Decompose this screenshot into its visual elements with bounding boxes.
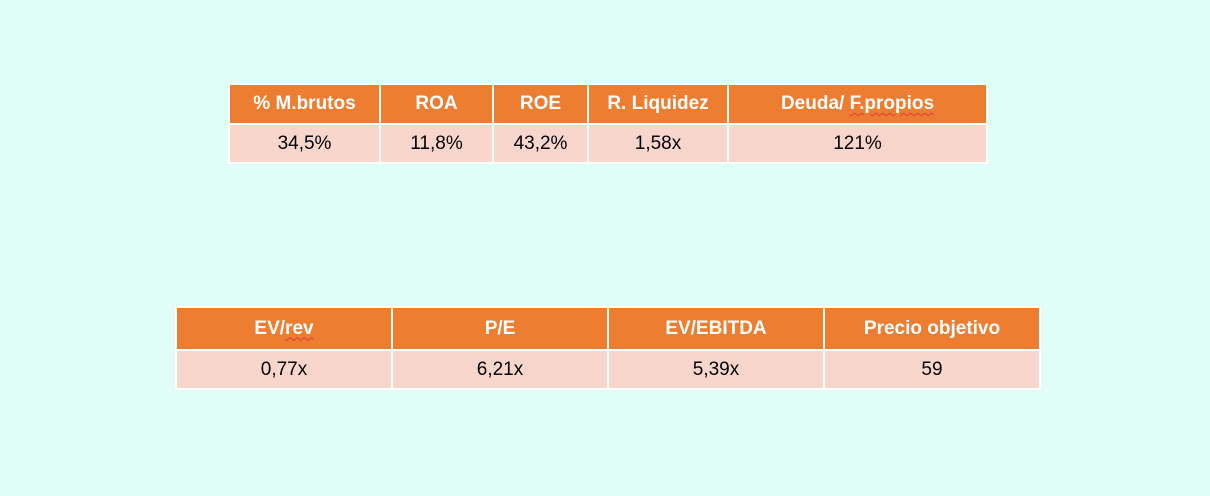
value-precio-objetivo: 59 — [823, 349, 1041, 390]
header-roa: ROA — [379, 83, 494, 125]
value-pe: 6,21x — [391, 349, 609, 390]
ratios-header-row: % M.brutos ROA ROE R. Liquidez Deuda/ F.… — [228, 83, 988, 125]
header-roe: ROE — [492, 83, 589, 125]
header-margen-bruto: % M.brutos — [228, 83, 381, 125]
value-ev-rev: 0,77x — [175, 349, 393, 390]
valuation-value-row: 0,77x 6,21x 5,39x 59 — [175, 349, 1041, 390]
valuation-table: EV/rev P/E EV/EBITDA Precio objetivo 0,7… — [175, 306, 1041, 390]
ratios-table: % M.brutos ROA ROE R. Liquidez Deuda/ F.… — [228, 83, 988, 164]
value-ratio-liquidez: 1,58x — [587, 123, 729, 164]
header-ev-rev: EV/rev — [175, 306, 393, 351]
valuation-header-row: EV/rev P/E EV/EBITDA Precio objetivo — [175, 306, 1041, 351]
header-deuda-fondos-propios: Deuda/ F.propios — [727, 83, 988, 125]
header-fpropios-text: F.propios — [849, 93, 935, 114]
header-precio-objetivo: Precio objetivo — [823, 306, 1041, 351]
value-ev-ebitda: 5,39x — [607, 349, 825, 390]
header-ratio-liquidez: R. Liquidez — [587, 83, 729, 125]
value-roa: 11,8% — [379, 123, 494, 164]
ratios-value-row: 34,5% 11,8% 43,2% 1,58x 121% — [228, 123, 988, 164]
header-rev-text: rev — [285, 317, 314, 339]
value-deuda-fondos-propios: 121% — [727, 123, 988, 164]
value-roe: 43,2% — [492, 123, 589, 164]
header-deuda-text: Deuda/ — [780, 93, 850, 114]
header-ev-ebitda: EV/EBITDA — [607, 306, 825, 351]
header-pe: P/E — [391, 306, 609, 351]
value-margen-bruto: 34,5% — [228, 123, 381, 164]
header-ev-text: EV/ — [254, 317, 286, 339]
